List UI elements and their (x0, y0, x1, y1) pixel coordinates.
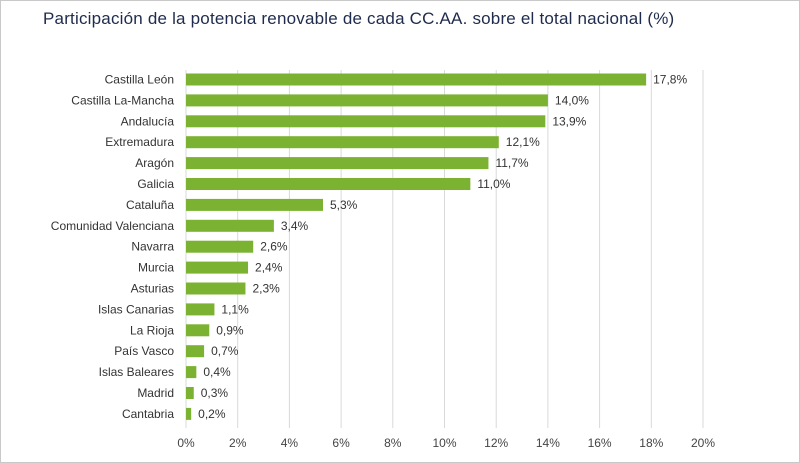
x-tick-label: 10% (432, 436, 456, 450)
x-tick-label: 16% (588, 436, 612, 450)
category-label: Andalucía (121, 114, 175, 128)
bar (186, 198, 324, 211)
bar (186, 157, 489, 170)
value-label: 14,0% (555, 93, 589, 107)
bar (186, 324, 210, 337)
category-label: Murcia (138, 261, 174, 275)
value-label: 0,4% (203, 365, 231, 379)
category-label: Extremadura (105, 135, 174, 149)
value-label: 0,9% (216, 323, 244, 337)
value-label: 2,6% (260, 240, 288, 254)
value-label: 0,3% (201, 386, 229, 400)
x-tick-label: 6% (332, 436, 350, 450)
x-tick-label: 4% (281, 436, 299, 450)
bar (186, 219, 274, 232)
category-label: Islas Baleares (99, 365, 174, 379)
bar (186, 115, 546, 128)
x-tick-label: 18% (639, 436, 663, 450)
bar (186, 94, 548, 107)
category-label: Aragón (135, 156, 174, 170)
value-label: 0,7% (211, 344, 239, 358)
category-label: Navarra (131, 240, 174, 254)
x-tick-label: 8% (384, 436, 402, 450)
category-label: Cantabria (122, 407, 174, 421)
value-label: 11,0% (477, 177, 510, 191)
x-tick-label: 0% (177, 436, 195, 450)
value-label: 3,4% (281, 219, 309, 233)
bar (186, 303, 215, 316)
x-tick-label: 12% (484, 436, 508, 450)
category-label: Galicia (137, 177, 174, 191)
value-label: 13,9% (552, 114, 586, 128)
bar (186, 136, 499, 149)
chart-title: Participación de la potencia renovable d… (43, 9, 675, 28)
category-label: Madrid (137, 386, 174, 400)
bar (186, 345, 205, 358)
category-label: País Vasco (114, 344, 174, 358)
value-label: 12,1% (506, 135, 540, 149)
bar (186, 387, 194, 399)
value-label: 2,4% (255, 261, 283, 275)
x-tick-label: 14% (536, 436, 560, 450)
category-label: La Rioja (130, 323, 174, 337)
category-label: Cataluña (126, 198, 174, 212)
category-label: Castilla La-Mancha (71, 93, 174, 107)
x-tick-label: 20% (691, 436, 715, 450)
x-tick-label: 2% (229, 436, 247, 450)
bar (186, 73, 647, 86)
value-label: 2,3% (252, 282, 280, 296)
bar (186, 178, 471, 190)
bar (186, 407, 192, 420)
value-label: 0,2% (198, 407, 226, 421)
value-label: 1,1% (221, 302, 249, 316)
bar (186, 366, 197, 379)
value-label: 17,8% (653, 73, 687, 87)
bar (186, 240, 254, 253)
value-label: 5,3% (330, 198, 358, 212)
category-label: Comunidad Valenciana (51, 219, 175, 233)
bar (186, 282, 246, 295)
category-label: Asturias (131, 282, 174, 296)
bar (186, 261, 249, 274)
category-label: Islas Canarias (98, 302, 174, 316)
value-label: 11,7% (495, 156, 528, 170)
category-label: Castilla León (105, 73, 174, 87)
